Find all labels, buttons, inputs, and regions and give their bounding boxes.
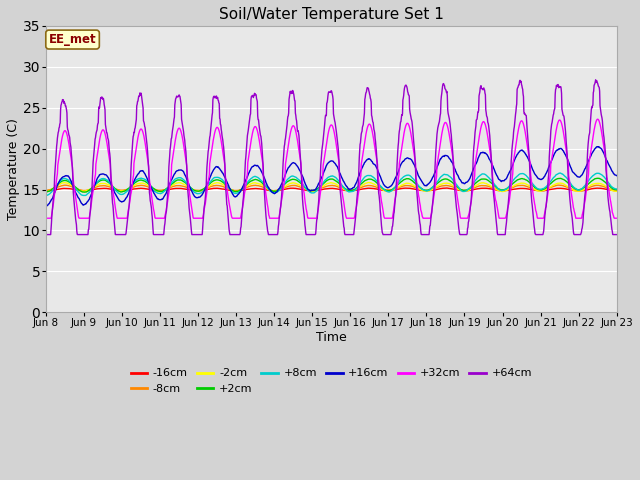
- +2cm: [593, 175, 601, 181]
- -8cm: [169, 184, 177, 190]
- +64cm: [420, 232, 428, 238]
- +64cm: [169, 126, 177, 132]
- -2cm: [232, 189, 240, 194]
- +32cm: [420, 216, 428, 221]
- +16cm: [613, 173, 621, 179]
- +8cm: [613, 186, 621, 192]
- -2cm: [613, 188, 621, 194]
- -2cm: [42, 189, 50, 194]
- +64cm: [545, 169, 553, 175]
- Line: -16cm: -16cm: [46, 188, 617, 191]
- -16cm: [613, 188, 621, 193]
- Line: +2cm: +2cm: [46, 178, 617, 192]
- +8cm: [156, 191, 163, 196]
- +32cm: [594, 116, 602, 122]
- +2cm: [42, 189, 50, 195]
- -2cm: [495, 188, 503, 193]
- +2cm: [170, 180, 177, 186]
- -16cm: [545, 187, 553, 192]
- +2cm: [156, 189, 163, 194]
- +16cm: [495, 176, 502, 182]
- +16cm: [42, 203, 50, 209]
- Line: +8cm: +8cm: [46, 173, 617, 195]
- -8cm: [554, 182, 562, 188]
- -16cm: [495, 188, 502, 193]
- +32cm: [613, 216, 621, 221]
- -8cm: [420, 188, 428, 193]
- +16cm: [155, 197, 163, 203]
- -2cm: [169, 182, 177, 188]
- Y-axis label: Temperature (C): Temperature (C): [7, 118, 20, 220]
- Text: EE_met: EE_met: [49, 33, 97, 46]
- +16cm: [233, 193, 241, 199]
- +16cm: [593, 144, 601, 150]
- Line: -2cm: -2cm: [46, 182, 617, 192]
- +8cm: [545, 180, 553, 186]
- +64cm: [613, 232, 621, 238]
- +2cm: [233, 189, 241, 194]
- +32cm: [545, 182, 553, 188]
- -2cm: [364, 180, 372, 185]
- +2cm: [495, 186, 502, 192]
- X-axis label: Time: Time: [316, 331, 347, 344]
- +64cm: [495, 232, 502, 238]
- +8cm: [170, 178, 177, 184]
- +64cm: [155, 232, 163, 238]
- +8cm: [420, 187, 428, 193]
- +16cm: [420, 182, 428, 188]
- -8cm: [575, 188, 582, 193]
- +2cm: [80, 189, 88, 195]
- +32cm: [495, 213, 502, 218]
- -2cm: [233, 189, 241, 194]
- +16cm: [545, 164, 553, 170]
- +8cm: [80, 192, 88, 198]
- Line: +64cm: +64cm: [46, 80, 617, 235]
- +8cm: [557, 170, 564, 176]
- Legend: -16cm, -8cm, -2cm, +2cm, +8cm, +16cm, +32cm, +64cm: -16cm, -8cm, -2cm, +2cm, +8cm, +16cm, +3…: [126, 364, 536, 398]
- +8cm: [233, 190, 241, 196]
- +8cm: [42, 192, 50, 198]
- -16cm: [233, 188, 241, 193]
- Line: +16cm: +16cm: [46, 147, 617, 206]
- +32cm: [155, 216, 163, 221]
- +2cm: [545, 182, 553, 188]
- +8cm: [495, 187, 502, 192]
- +2cm: [613, 187, 621, 192]
- Line: -8cm: -8cm: [46, 185, 617, 191]
- -16cm: [42, 188, 50, 193]
- -16cm: [169, 186, 177, 192]
- -8cm: [613, 188, 621, 193]
- +64cm: [233, 232, 241, 238]
- -16cm: [443, 185, 451, 191]
- +2cm: [420, 187, 428, 193]
- -8cm: [155, 187, 163, 193]
- +64cm: [42, 232, 50, 238]
- -8cm: [495, 187, 502, 192]
- -2cm: [546, 185, 554, 191]
- -2cm: [421, 188, 429, 194]
- -8cm: [545, 185, 553, 191]
- Title: Soil/Water Temperature Set 1: Soil/Water Temperature Set 1: [219, 7, 444, 22]
- -8cm: [233, 188, 241, 193]
- -16cm: [576, 188, 584, 194]
- Line: +32cm: +32cm: [46, 119, 617, 218]
- +32cm: [233, 216, 241, 221]
- +32cm: [42, 216, 50, 221]
- -2cm: [155, 189, 163, 194]
- -16cm: [420, 188, 428, 193]
- -8cm: [42, 187, 50, 193]
- +16cm: [169, 174, 177, 180]
- -16cm: [155, 188, 163, 193]
- +32cm: [169, 154, 177, 160]
- +64cm: [592, 77, 600, 83]
